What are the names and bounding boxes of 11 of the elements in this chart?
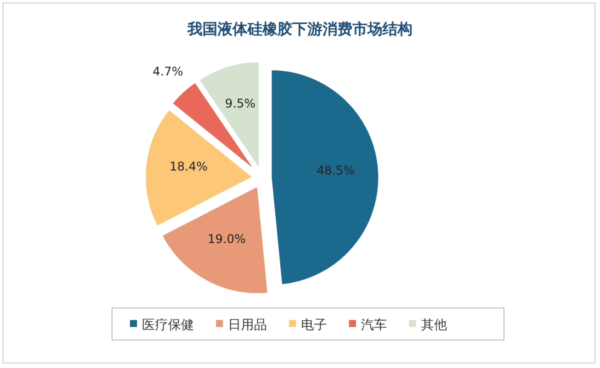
data-label: 18.4%	[170, 159, 208, 174]
data-label: 9.5%	[225, 96, 256, 110]
legend-label: 医疗保健	[142, 318, 194, 333]
data-label: 4.7%	[152, 64, 184, 79]
legend-label: 其他	[421, 318, 447, 333]
data-label: 19.0%	[208, 232, 246, 246]
data-label: 48.5%	[316, 163, 355, 178]
legend-label: 日用品	[228, 318, 267, 333]
legend-label: 电子	[301, 318, 327, 333]
legend-label: 汽车	[361, 318, 387, 333]
chart-title: 我国液体硅橡胶下游消费市场结构	[186, 20, 412, 38]
